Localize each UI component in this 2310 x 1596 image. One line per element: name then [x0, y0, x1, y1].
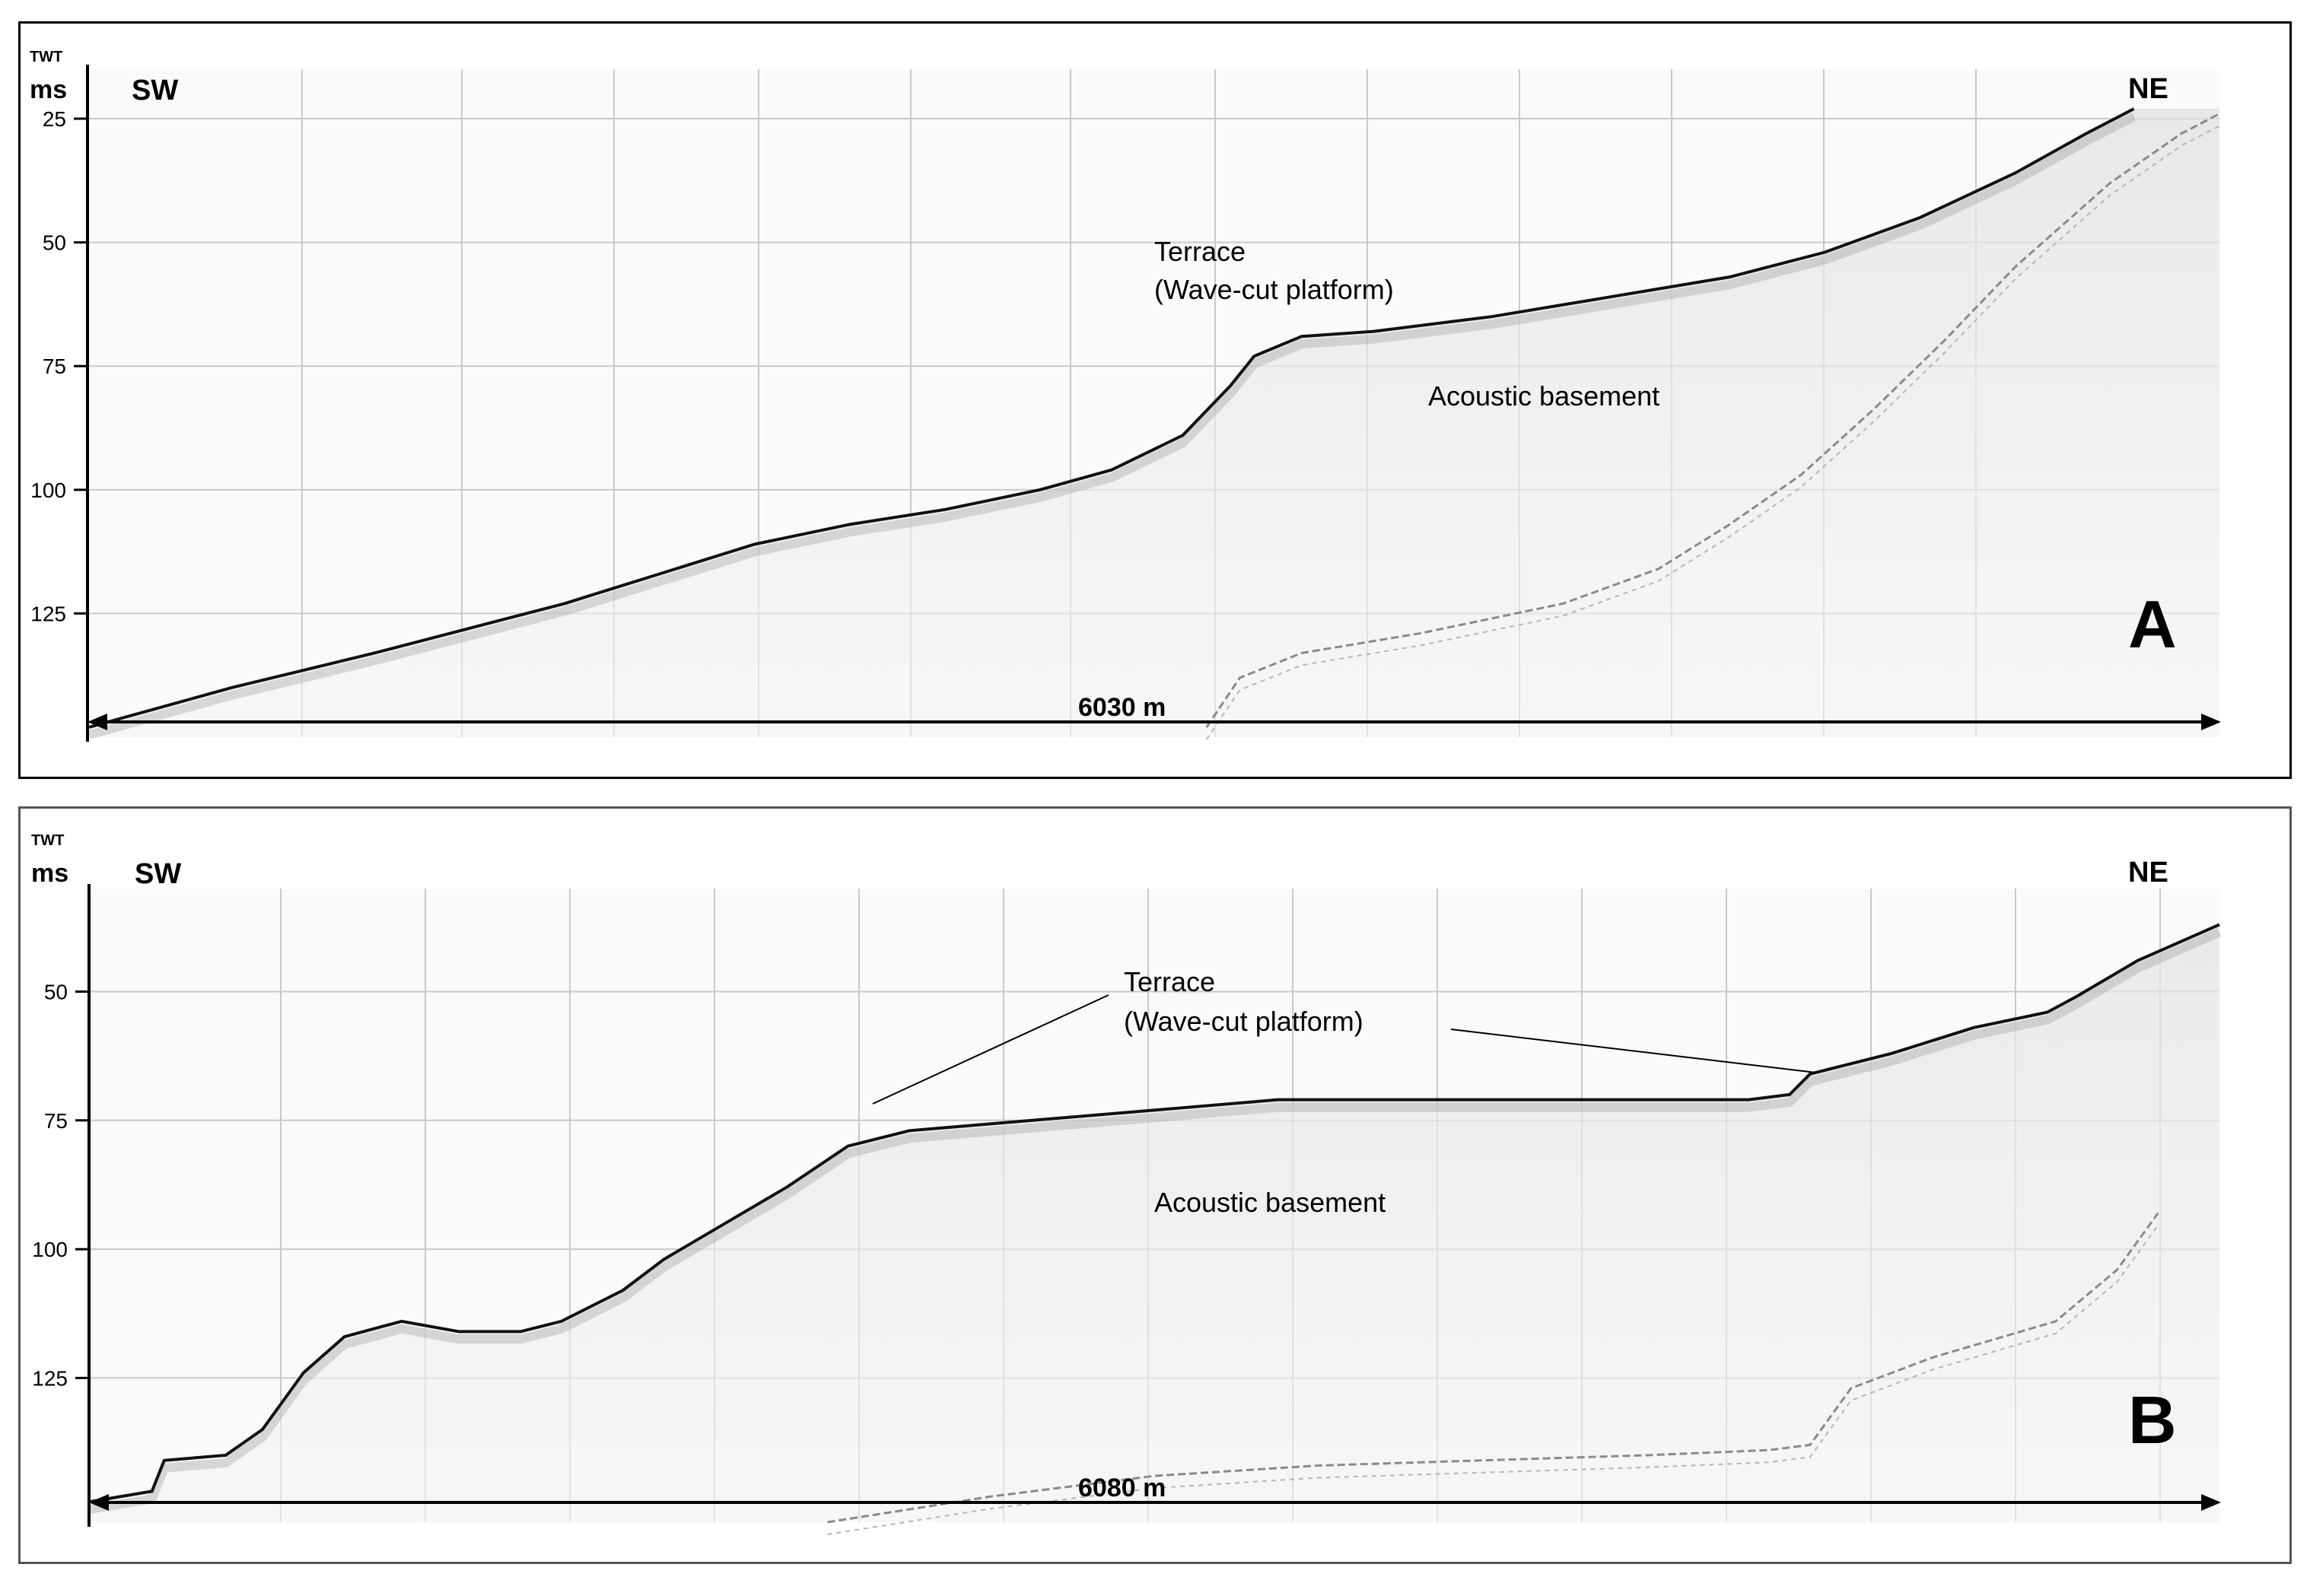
scale-arrow-left	[89, 1494, 109, 1511]
terrace-label: Terrace	[1124, 966, 1215, 997]
scale-arrow-left	[88, 714, 107, 730]
seismic-profile-b: TWT ms SW NE 50 75 100 125 Terrace (Wave-cu…	[31, 832, 2222, 1535]
sw-label: SW	[132, 75, 178, 107]
sw-label: SW	[135, 858, 181, 890]
twt-label: TWT	[30, 49, 62, 65]
seafloor-halo	[88, 112, 2137, 739]
y-tick-label: 50	[43, 231, 66, 255]
y-tick-label: 100	[30, 478, 66, 502]
subbottom-reflector	[1205, 113, 2220, 728]
seismic-profile-a: TWT ms SW NE 25 50 75 100 125 Terrace (Wave-…	[30, 49, 2221, 742]
ne-label: NE	[2128, 857, 2168, 889]
subbottom-reflector	[827, 1212, 2159, 1524]
y-tick-label: 75	[43, 354, 66, 378]
terrace-label: Terrace	[1154, 236, 1246, 267]
profile-panel-a: TWT ms SW NE 25 50 75 100 125 Terrace (Wave-…	[18, 21, 2292, 779]
y-tick-label: 75	[44, 1109, 68, 1133]
ms-label: ms	[30, 75, 67, 104]
y-tick-label: 125	[30, 602, 66, 625]
profile-panel-b: TWT ms SW NE 50 75 100 125 Terrace (Wave-cu…	[18, 806, 2292, 1564]
y-tick-label: 50	[44, 980, 68, 1003]
seafloor-reflector	[90, 923, 2220, 1503]
subbottom-reflector-multiple	[827, 1225, 2159, 1535]
acoustic-basement-label: Acoustic basement	[1154, 1187, 1386, 1218]
y-tick-label: 125	[32, 1366, 68, 1390]
terrace-leader-right	[1450, 1028, 1817, 1073]
scale-arrow-right	[2201, 714, 2221, 730]
seafloor-reflector	[88, 107, 2135, 729]
ms-label: ms	[31, 859, 68, 888]
distance-label-b: 6080 m	[1078, 1474, 1166, 1502]
acoustic-basement-label: Acoustic basement	[1428, 380, 1659, 412]
subbottom-reflector-multiple	[1205, 125, 2220, 740]
ne-label: NE	[2128, 73, 2168, 105]
seafloor-halo	[90, 927, 2222, 1514]
y-tick-label: 100	[32, 1238, 68, 1261]
wave-cut-platform-label: (Wave-cut platform)	[1154, 274, 1394, 305]
panel-letter-a: A	[2128, 587, 2177, 662]
acoustic-basement-fill	[89, 109, 2219, 737]
panel-letter-b: B	[2128, 1382, 2177, 1458]
y-tick-label: 25	[43, 107, 66, 131]
acoustic-basement-fill	[91, 924, 2219, 1522]
wave-cut-platform-label: (Wave-cut platform)	[1124, 1006, 1363, 1037]
twt-label: TWT	[31, 832, 64, 849]
scale-arrow-right	[2201, 1494, 2221, 1511]
distance-label-a: 6030 m	[1078, 693, 1166, 722]
terrace-leader-left	[872, 994, 1109, 1105]
